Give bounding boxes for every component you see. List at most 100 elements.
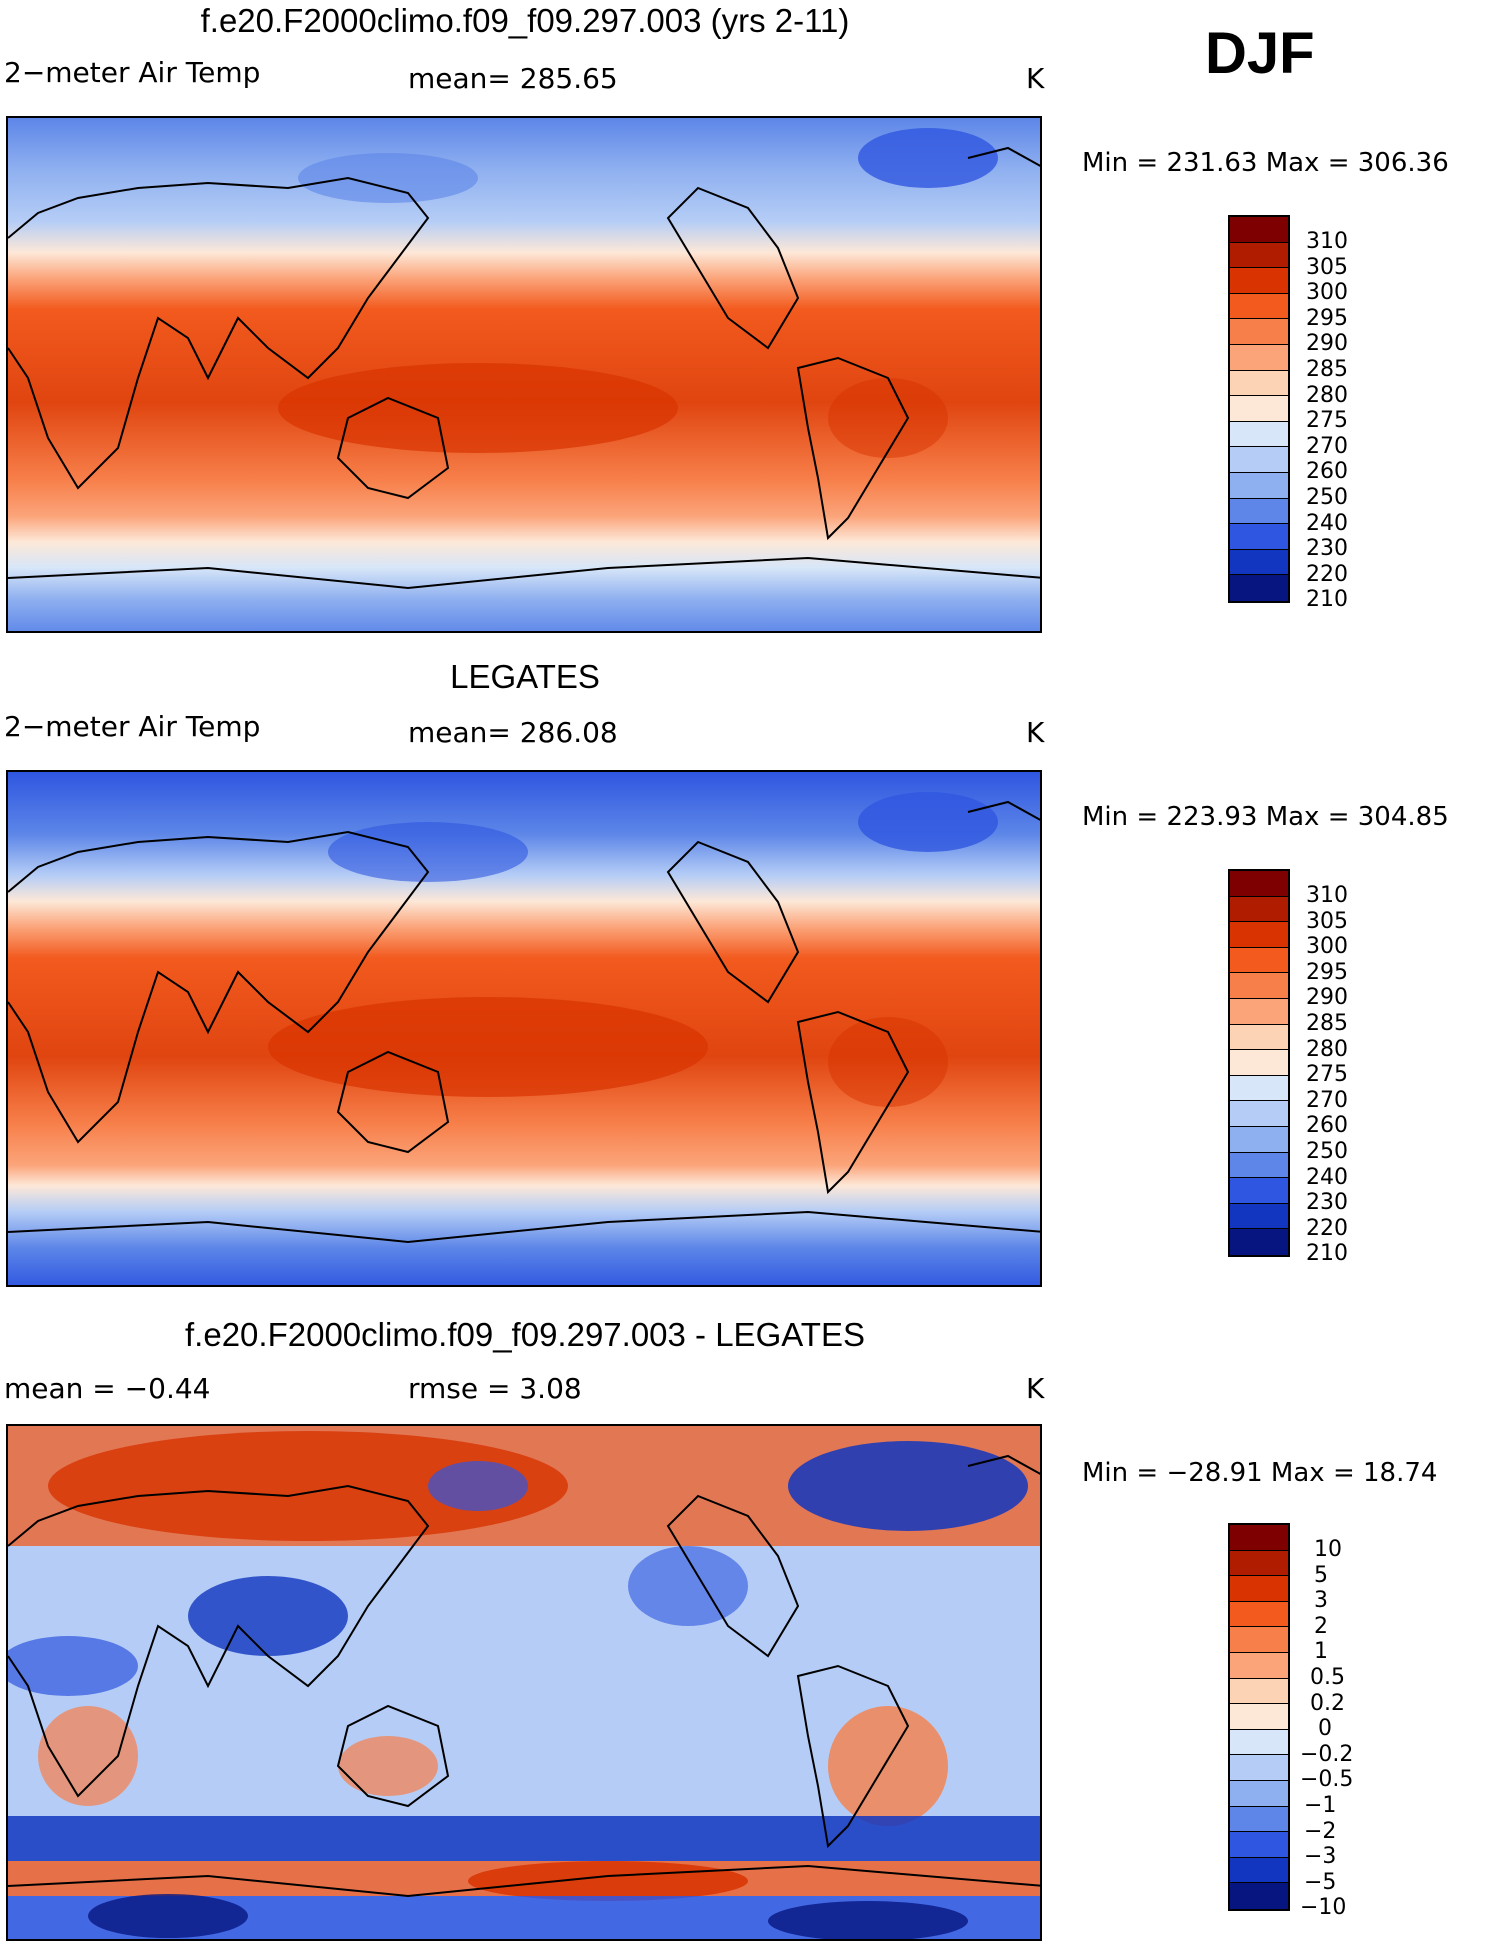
panel3-colorbar-label: 5 [1314,1562,1328,1588]
panel2-colorbar-box [1230,1229,1288,1255]
panel1-colorbar-label: 305 [1306,254,1348,280]
panel3-mean: mean = −0.44 [4,1372,211,1405]
panel3-map [6,1424,1042,1941]
panel3-colorbar-box [1230,1678,1288,1705]
panel2-minmax: Min = 223.93 Max = 304.85 [1082,802,1449,832]
panel1-colorbar-label: 310 [1306,229,1348,254]
panel2-mean: mean= 286.08 [408,716,618,749]
panel1-colorbar-box [1230,472,1288,499]
panel2-colorbar-label: 295 [1306,959,1348,985]
panel1-colorbar-box [1230,524,1288,550]
panel1-title: f.e20.F2000climo.f09_f09.297.003 (yrs 2-… [200,2,850,39]
panel2-colorbar-box [1230,896,1288,923]
panel3-colorbar-box [1230,1832,1288,1858]
panel3-colorbar-label: −10 [1300,1895,1347,1921]
panel2-colorbar-box [1230,1101,1288,1127]
panel1-colorbar-box [1230,344,1288,371]
panel1-colorbar-box [1230,242,1288,269]
panel2-variable: 2−meter Air Temp [4,710,261,743]
panel1-colorbar-label: 285 [1306,357,1348,382]
panel2-colorbar [1228,869,1290,1257]
panel2-colorbar-label: 260 [1306,1113,1348,1139]
panel2-colorbar-box [1230,998,1288,1025]
panel3-colorbar-box [1230,1525,1288,1551]
panel3-colorbar-label: −0.2 [1300,1741,1354,1767]
panel3-colorbar-label: 1 [1314,1639,1328,1665]
panel3-colorbar-label: −2 [1304,1818,1337,1844]
panel3-colorbar [1228,1523,1290,1911]
panel1-colorbar-box [1230,421,1288,448]
panel1-units: K [1026,62,1045,95]
panel1-colorbar [1228,215,1290,603]
panel3-minmax: Min = −28.91 Max = 18.74 [1082,1458,1438,1488]
panel2-colorbar-label: 220 [1306,1215,1348,1241]
panel3-colorbar-label: 10 [1314,1537,1342,1562]
panel2-colorbar-label: 230 [1306,1190,1348,1216]
panel2-colorbar-label: 250 [1306,1139,1348,1164]
panel1-variable: 2−meter Air Temp [4,56,261,89]
panel3-rmse: rmse = 3.08 [408,1372,582,1405]
panel2-colorbar-label: 290 [1306,985,1348,1011]
panel3-colorbar-label: 0 [1318,1716,1332,1742]
panel2-map-svg [8,772,1040,1285]
panel1-colorbar-label: 250 [1306,485,1348,510]
panel1-colorbar-box [1230,319,1288,345]
panel3-colorbar-box [1230,1704,1288,1730]
panel1-mean: mean= 285.65 [408,62,618,95]
panel1-colorbar-box [1230,293,1288,320]
panel1-colorbar-label: 300 [1306,280,1348,306]
panel1-colorbar-box [1230,498,1288,525]
panel1-colorbar-box [1230,268,1288,294]
panel3-colorbar-label: 2 [1314,1613,1328,1639]
panel2-colorbar-box [1230,1203,1288,1230]
panel2-colorbar-box [1230,1075,1288,1102]
panel1-colorbar-label: 275 [1306,408,1348,434]
panel3-colorbar-label: −3 [1304,1844,1337,1870]
panel2-colorbar-box [1230,1050,1288,1076]
panel2-colorbar-label: 275 [1306,1062,1348,1088]
panel3-map-svg [8,1426,1040,1939]
panel3-colorbar-label: 0.5 [1310,1665,1345,1690]
panel1-colorbar-box [1230,549,1288,576]
panel1-colorbar-label: 270 [1306,433,1348,459]
panel2-colorbar-label: 210 [1306,1241,1348,1267]
panel3-colorbar-label: 0.2 [1310,1690,1345,1716]
panel3-units: K [1026,1372,1045,1405]
panel1-colorbar-box [1230,575,1288,601]
panel1-colorbar-label: 220 [1306,561,1348,587]
panel3-colorbar-label: −1 [1304,1793,1337,1818]
panel3-colorbar-label: 3 [1314,1588,1328,1614]
panel3-colorbar-box [1230,1806,1288,1833]
panel2-colorbar-box [1230,871,1288,897]
panel1-minmax: Min = 231.63 Max = 306.36 [1082,148,1449,178]
panel2-colorbar-box [1230,1024,1288,1051]
panel2-title: LEGATES [450,658,600,695]
panel3-colorbar-box [1230,1755,1288,1781]
panel1-colorbar-label: 280 [1306,382,1348,408]
panel2-colorbar-box [1230,973,1288,999]
panel2-colorbar-box [1230,922,1288,948]
panel2-colorbar-label: 285 [1306,1011,1348,1036]
season-label: DJF [1205,21,1315,86]
panel3-colorbar-box [1230,1883,1288,1909]
panel1-colorbar-label: 240 [1306,510,1348,536]
panel3-colorbar-box [1230,1652,1288,1679]
panel3-colorbar-label: −0.5 [1300,1767,1354,1793]
panel2-colorbar-box [1230,1178,1288,1204]
panel3-colorbar-box [1230,1780,1288,1807]
panel1-colorbar-label: 260 [1306,459,1348,485]
panel2-colorbar-box [1230,1152,1288,1179]
panel3-colorbar-label: −5 [1304,1869,1337,1895]
panel2-colorbar-label: 240 [1306,1164,1348,1190]
panel1-colorbar-box [1230,370,1288,397]
panel3-colorbar-box [1230,1601,1288,1628]
panel2-colorbar-label: 305 [1306,908,1348,934]
panel2-colorbar-label: 270 [1306,1087,1348,1113]
panel2-colorbar-box [1230,947,1288,974]
panel1-colorbar-box [1230,396,1288,422]
panel2-map [6,770,1042,1287]
panel3-colorbar-box [1230,1857,1288,1884]
panel1-colorbar-box [1230,217,1288,243]
panel3-colorbar-box [1230,1729,1288,1756]
panel2-colorbar-label: 310 [1306,883,1348,908]
